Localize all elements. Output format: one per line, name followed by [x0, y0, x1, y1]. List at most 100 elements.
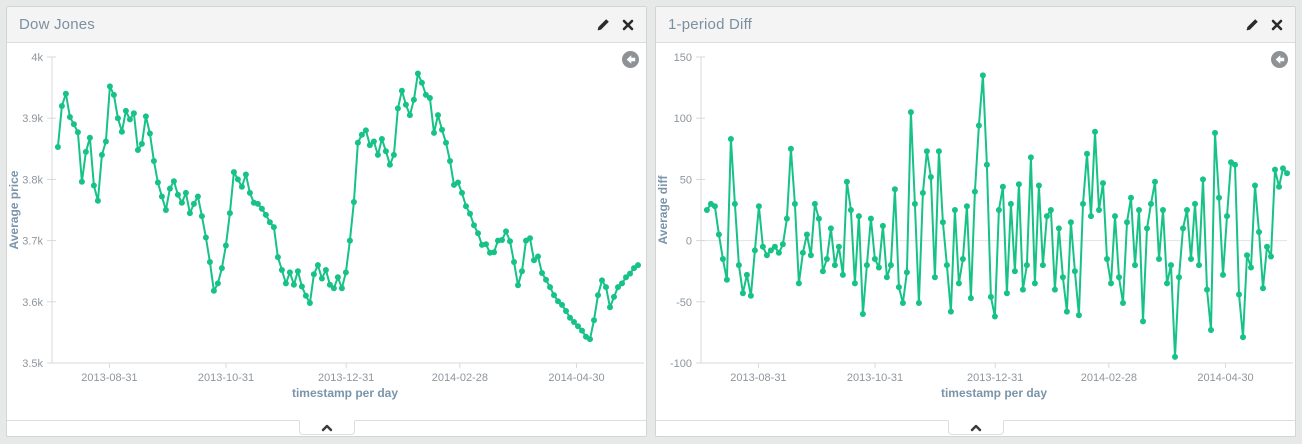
data-point [867, 215, 874, 222]
data-point [515, 282, 521, 289]
data-point [1059, 274, 1066, 281]
data-point [587, 336, 593, 343]
data-point [194, 193, 201, 200]
data-point [382, 148, 389, 155]
data-point [326, 281, 333, 288]
data-point [531, 257, 537, 264]
data-point [1192, 200, 1198, 207]
data-point [927, 174, 934, 180]
data-point [346, 237, 353, 244]
data-point [74, 129, 81, 136]
data-point [899, 300, 906, 306]
x-tick-label: 2013-10-31 [198, 372, 254, 384]
data-point [1224, 213, 1230, 220]
data-point [743, 271, 750, 278]
zoom-out-history-button[interactable] [1271, 51, 1288, 68]
data-point [603, 284, 609, 291]
data-point [1256, 229, 1262, 235]
edit-panel-button[interactable] [596, 18, 610, 32]
data-point [939, 219, 946, 226]
data-point [759, 243, 766, 250]
data-point [551, 292, 557, 299]
data-point [1007, 200, 1014, 207]
data-point [1112, 213, 1118, 220]
data-point [258, 205, 265, 212]
data-point [410, 96, 417, 103]
data-point [1260, 285, 1266, 292]
data-point [290, 281, 297, 288]
data-point [1264, 243, 1270, 250]
data-point [1011, 268, 1018, 275]
data-point [1152, 178, 1158, 185]
data-point [1268, 253, 1274, 260]
x-tick-label: 2013-10-31 [847, 372, 903, 384]
data-point [1280, 165, 1286, 172]
y-tick-label: -100 [670, 358, 692, 370]
data-point [855, 213, 862, 220]
data-point [547, 284, 553, 291]
x-axis-title: timestamp per day [941, 386, 1047, 400]
data-point [463, 203, 469, 210]
data-point [98, 151, 105, 158]
data-point [787, 145, 794, 152]
data-point [999, 183, 1006, 190]
collapse-panel-button[interactable] [298, 420, 355, 435]
data-point [767, 247, 774, 254]
collapse-panel-button[interactable] [947, 420, 1004, 435]
data-point [286, 269, 293, 276]
remove-panel-button[interactable] [622, 19, 634, 31]
arrow-circle-left-icon [1271, 51, 1288, 68]
data-point [358, 131, 365, 138]
data-point [82, 148, 89, 155]
data-point [947, 308, 954, 315]
data-point [599, 277, 605, 284]
data-point [755, 203, 762, 210]
data-point [342, 269, 349, 276]
data-point [579, 327, 585, 334]
data-point [1252, 182, 1258, 189]
data-point [871, 256, 878, 262]
data-point [310, 271, 317, 278]
data-point [751, 247, 758, 254]
data-point [350, 199, 357, 205]
data-point [627, 270, 633, 277]
period-diff-chart-canvas[interactable]: -100 -50 0 50 100 150 2013-08-31 2013-10-31 2013… [656, 43, 1295, 418]
data-point [130, 110, 137, 117]
data-point [931, 274, 938, 281]
data-point [803, 231, 810, 238]
data-point [282, 280, 289, 287]
y-tick-label: 3.8k [22, 174, 43, 186]
edit-panel-button[interactable] [1245, 18, 1259, 32]
remove-panel-button[interactable] [1271, 19, 1283, 31]
data-point [1160, 207, 1166, 213]
data-point [955, 280, 962, 287]
data-point [234, 176, 241, 183]
data-point [1176, 274, 1182, 281]
x-axis-title: timestamp per day [292, 386, 398, 400]
data-point [1148, 200, 1154, 207]
data-point [90, 182, 97, 189]
data-point [1051, 286, 1058, 293]
data-point [370, 138, 377, 145]
data-point [543, 276, 549, 283]
data-point [302, 292, 309, 299]
data-point [294, 268, 301, 275]
data-point [959, 256, 966, 262]
data-point [535, 253, 541, 260]
data-point [835, 243, 842, 250]
data-point [1092, 128, 1098, 135]
data-point [1104, 256, 1110, 262]
zoom-out-history-button[interactable] [622, 51, 639, 68]
data-point [1096, 207, 1102, 213]
data-point [246, 189, 253, 196]
data-point [66, 114, 73, 120]
panel-toolbar [1245, 18, 1283, 32]
data-point [378, 136, 385, 142]
data-point [174, 191, 181, 198]
data-point [1248, 264, 1254, 271]
data-point [206, 259, 213, 265]
data-point [895, 284, 902, 291]
data-point [727, 136, 734, 142]
y-axis-title: Average price [7, 170, 21, 249]
dow-jones-chart-canvas[interactable]: 3.5k 3.6k 3.7k 3.8k 3.9k 4k 2013-08-31 2013-10-… [7, 43, 646, 418]
